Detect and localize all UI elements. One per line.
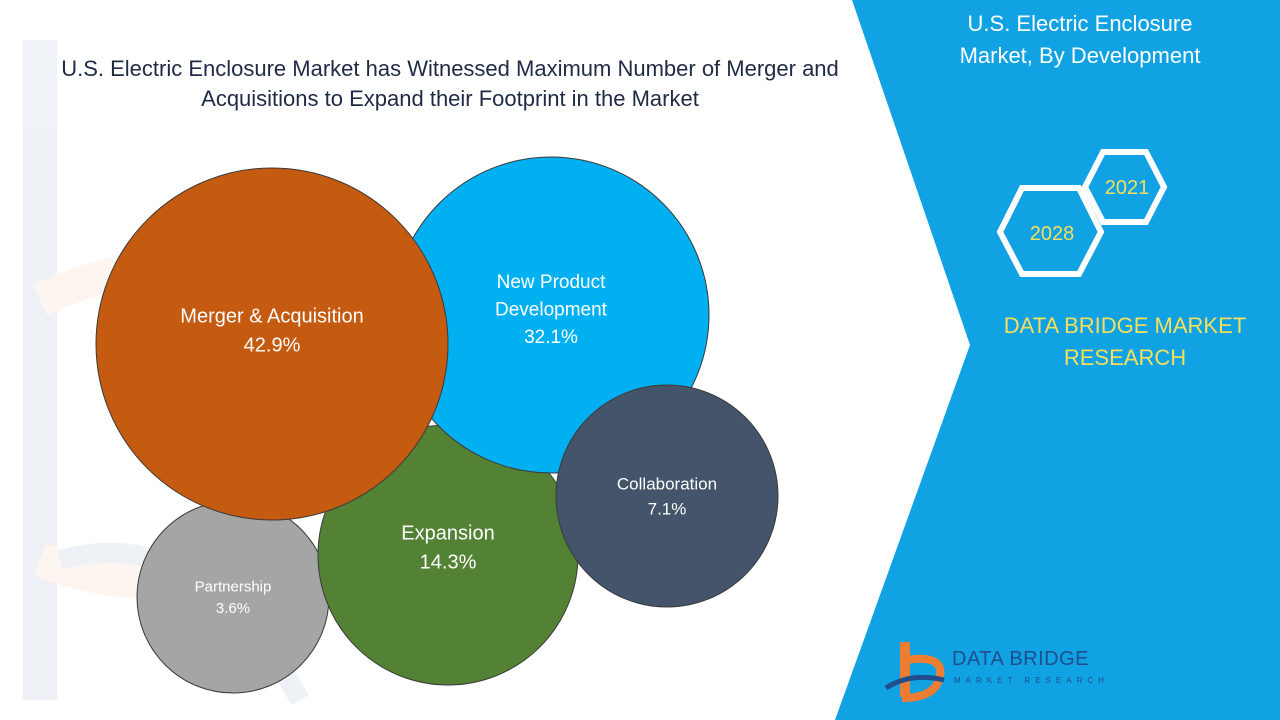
bubble-label-new-product-development-2: Development bbox=[495, 300, 608, 321]
bubble-value-new-product-development: 32.1% bbox=[524, 327, 578, 348]
bubble-value-merger-acquisition: 42.9% bbox=[244, 335, 301, 357]
bubble-circle-partnership bbox=[136, 500, 330, 694]
bubble-value-expansion: 14.3% bbox=[420, 552, 477, 574]
year-2021-label: 2021 bbox=[1105, 177, 1150, 199]
logo-icon bbox=[884, 642, 945, 702]
bubble-value-partnership: 3.6% bbox=[216, 600, 250, 617]
bubble-circle-collaboration bbox=[555, 384, 779, 608]
bubble-value-collaboration: 7.1% bbox=[648, 499, 687, 518]
hexagon-2028: 2028 bbox=[996, 185, 1105, 277]
bubble-label-new-product-development-1: New Product bbox=[497, 272, 606, 293]
bubble-expansion: Expansion 14.3% bbox=[317, 424, 579, 686]
hexagon-2021: 2021 bbox=[1081, 149, 1168, 225]
panel-title: U.S. Electric Enclosure Market, By Devel… bbox=[959, 11, 1201, 68]
bubble-label-collaboration: Collaboration bbox=[617, 475, 717, 494]
chart-title: U.S. Electric Enclosure Market has Witne… bbox=[61, 56, 839, 111]
logo-name: DATA BRIDGE bbox=[952, 648, 1090, 670]
bubble-label-partnership: Partnership bbox=[195, 578, 272, 595]
brand-name: DATA BRIDGE MARKET RESEARCH bbox=[1003, 313, 1247, 370]
bubble-label-merger-acquisition: Merger & Acquisition bbox=[180, 306, 363, 328]
bubble-circle-merger-acquisition bbox=[95, 167, 449, 521]
side-panel bbox=[835, 0, 1280, 720]
year-2028-label: 2028 bbox=[1030, 223, 1075, 245]
bubble-collaboration: Collaboration 7.1% bbox=[555, 384, 779, 608]
bubble-chart: Partnership 3.6% Expansion 14.3% New Product… bbox=[95, 156, 779, 694]
bubble-label-expansion: Expansion bbox=[401, 523, 494, 545]
logo-tagline: MARKET RESEARCH bbox=[954, 676, 1109, 685]
bubble-merger-acquisition: Merger & Acquisition 42.9% bbox=[95, 167, 449, 521]
bubble-partnership: Partnership 3.6% bbox=[136, 500, 330, 694]
